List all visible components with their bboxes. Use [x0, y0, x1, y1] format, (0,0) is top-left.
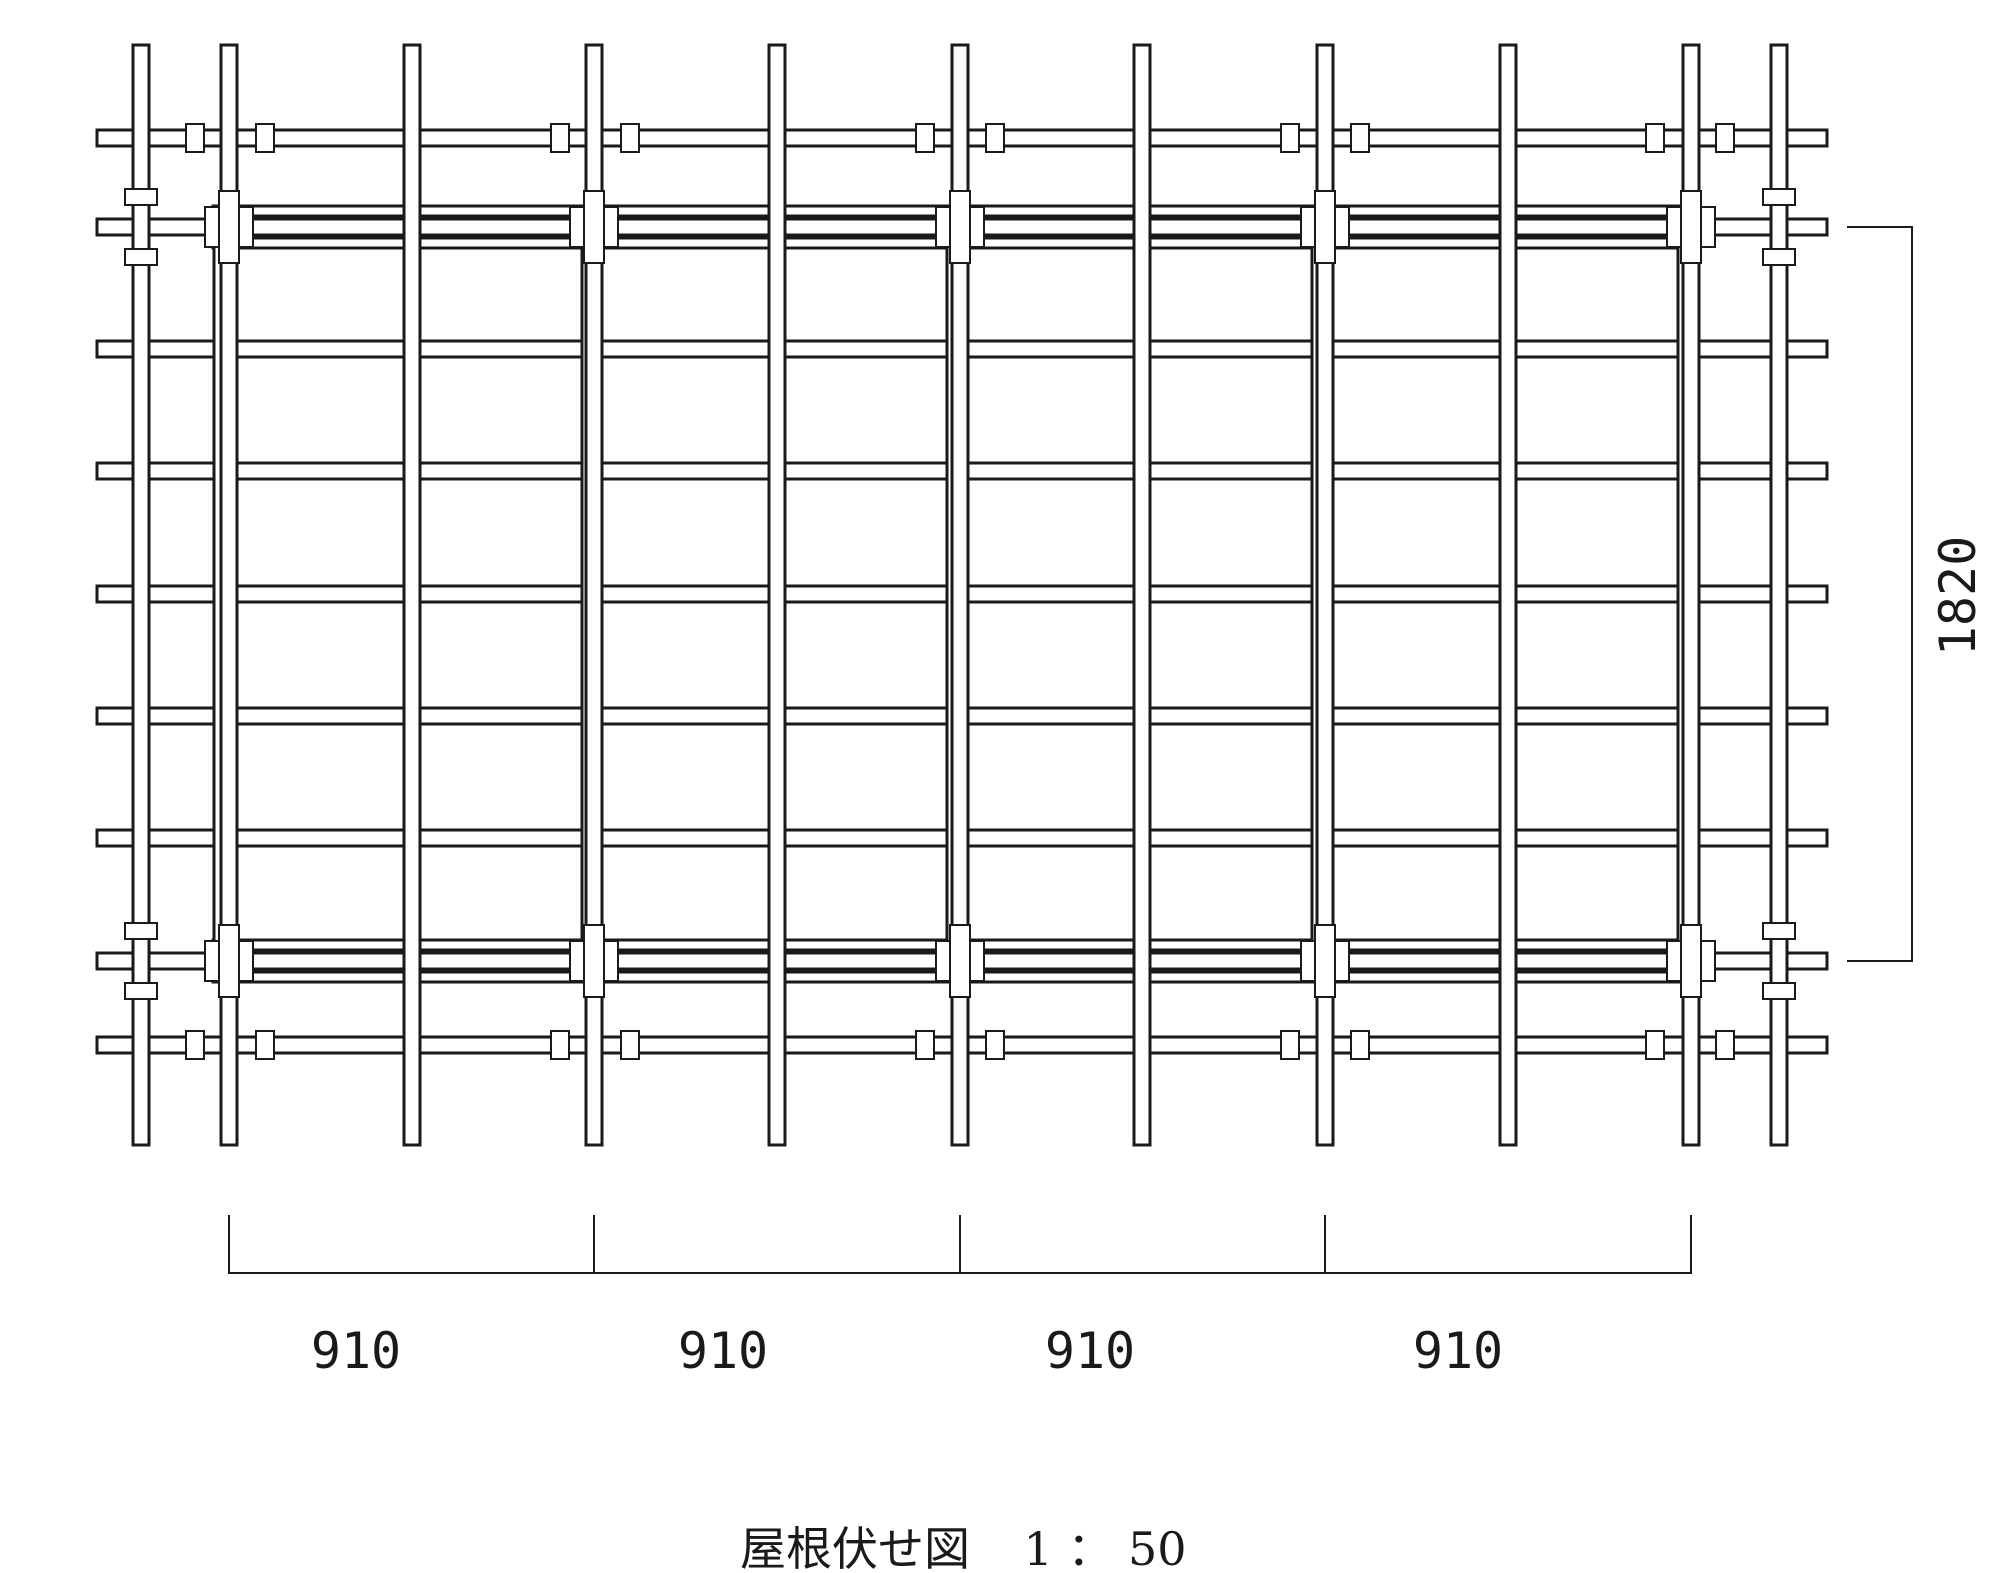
dim-label-2: 910: [678, 1322, 768, 1380]
vertical-members: [131, 43, 1789, 1147]
vertical-member-3: [402, 43, 422, 1147]
vertical-member-2: [219, 43, 239, 1147]
joint-plate-6: [985, 123, 1005, 153]
vertical-member-11: [1769, 43, 1789, 1147]
joint-connector-38: [583, 924, 605, 998]
joint-connector-26: [949, 190, 971, 264]
joint-plate-20: [1715, 1030, 1735, 1060]
vertical-member-1: [131, 43, 151, 1147]
joint-connector-24: [583, 190, 605, 264]
dimension-lines: 910 910 910 910 1820: [228, 226, 1987, 1380]
drawing-title: 屋根伏せ図: [740, 1522, 970, 1573]
joint-connector-28: [1314, 190, 1336, 264]
joint-plate-14: [620, 1030, 640, 1060]
joint-hardware: [124, 123, 1796, 1060]
joint-plate-8: [1350, 123, 1370, 153]
joint-end-plate-45: [124, 922, 158, 940]
vertical-member-10: [1681, 43, 1701, 1147]
joint-plate-18: [1350, 1030, 1370, 1060]
joint-plate-2: [255, 123, 275, 153]
vertical-member-7: [1132, 43, 1152, 1147]
dim-line-horizontal: [228, 1215, 1692, 1274]
dim-label-3: 910: [1045, 1322, 1135, 1380]
joint-connector-36: [218, 924, 240, 998]
dim-label-vertical: 1820: [1929, 536, 1987, 656]
joint-plate-4: [620, 123, 640, 153]
joint-plate-12: [255, 1030, 275, 1060]
joint-plate-17: [1280, 1030, 1300, 1060]
vertical-member-5: [767, 43, 787, 1147]
drawing-scale: 1 ： 50: [1023, 1522, 1186, 1573]
joint-plate-16: [985, 1030, 1005, 1060]
joint-end-plate-31: [124, 188, 158, 206]
dim-label-4: 910: [1413, 1322, 1503, 1380]
joint-end-plate-47: [1762, 922, 1796, 940]
dim-line-vertical: [1847, 226, 1913, 962]
joint-plate-10: [1715, 123, 1735, 153]
joint-plate-19: [1645, 1030, 1665, 1060]
vertical-member-6: [950, 43, 970, 1147]
joint-plate-9: [1645, 123, 1665, 153]
joint-end-plate-48: [1762, 982, 1796, 1000]
joint-plate-7: [1280, 123, 1300, 153]
joint-connector-40: [949, 924, 971, 998]
horizontal-members: [95, 128, 1829, 1055]
joint-connector-42: [1314, 924, 1336, 998]
joint-plate-3: [550, 123, 570, 153]
joint-connector-44: [1680, 924, 1702, 998]
joint-plate-13: [550, 1030, 570, 1060]
joint-end-plate-32: [124, 248, 158, 266]
joint-plate-15: [915, 1030, 935, 1060]
joint-plate-5: [915, 123, 935, 153]
joint-end-plate-34: [1762, 248, 1796, 266]
vertical-member-8: [1315, 43, 1335, 1147]
joint-end-plate-33: [1762, 188, 1796, 206]
joint-plate-1: [185, 123, 205, 153]
vertical-member-4: [584, 43, 604, 1147]
joint-plate-11: [185, 1030, 205, 1060]
dim-label-1: 910: [311, 1322, 401, 1380]
joint-connector-22: [218, 190, 240, 264]
vertical-member-9: [1498, 43, 1518, 1147]
joint-connector-30: [1680, 190, 1702, 264]
joint-end-plate-46: [124, 982, 158, 1000]
